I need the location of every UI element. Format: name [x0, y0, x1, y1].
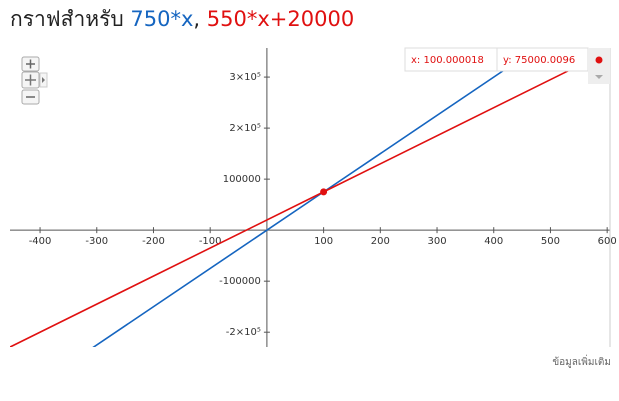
series-line — [10, 49, 610, 347]
tooltip: x: 100.000018 y: 75000.0096 — [404, 47, 610, 84]
x-tick-label: 100 — [314, 236, 333, 247]
icon[interactable] — [595, 75, 603, 79]
y-tick-label: 3×10⁵ — [229, 72, 260, 83]
legend-entry: 750*x — [130, 7, 193, 31]
x-tick-label: -100 — [199, 236, 222, 247]
icon — [25, 74, 36, 86]
highlight-point — [320, 188, 328, 196]
y-tick-label: -100000 — [219, 276, 261, 287]
tooltip-y: y: 75000.0096 — [503, 55, 575, 66]
y-tick-label: 2×10⁵ — [229, 123, 260, 134]
legend-dot — [595, 56, 603, 64]
plot-area: -400 -300 -200 -100 100 200 300 400 500 600 -2×10⁵… — [10, 48, 617, 347]
x-tick-label: -400 — [29, 236, 52, 247]
x-tick-label: 600 — [598, 236, 617, 247]
tooltip-side — [588, 48, 610, 84]
x-tick-label: 300 — [427, 236, 446, 247]
x-tick-label: -300 — [85, 236, 108, 247]
x-tick-label: 200 — [371, 236, 390, 247]
x-tick-label: 500 — [541, 236, 560, 247]
zoom-controls[interactable] — [21, 56, 48, 105]
legend-entry: 550*x+20000 — [207, 7, 354, 31]
title-prefix: กราฟสำหรับ — [10, 7, 124, 31]
y-tick-label: -2×10⁵ — [226, 327, 261, 338]
title-separator: , — [193, 7, 200, 31]
chart-title: กราฟสำหรับ 750*x, 550*x+20000 — [10, 7, 354, 31]
x-tick-label: 400 — [484, 236, 503, 247]
tooltip-x: x: 100.000018 — [411, 55, 484, 66]
icon — [26, 59, 35, 69]
icon — [42, 77, 45, 83]
x-tick-label: -200 — [142, 236, 165, 247]
more-info-link[interactable]: ข้อมูลเพิ่มเติม — [552, 354, 611, 368]
y-tick-label: 100000 — [223, 174, 261, 185]
